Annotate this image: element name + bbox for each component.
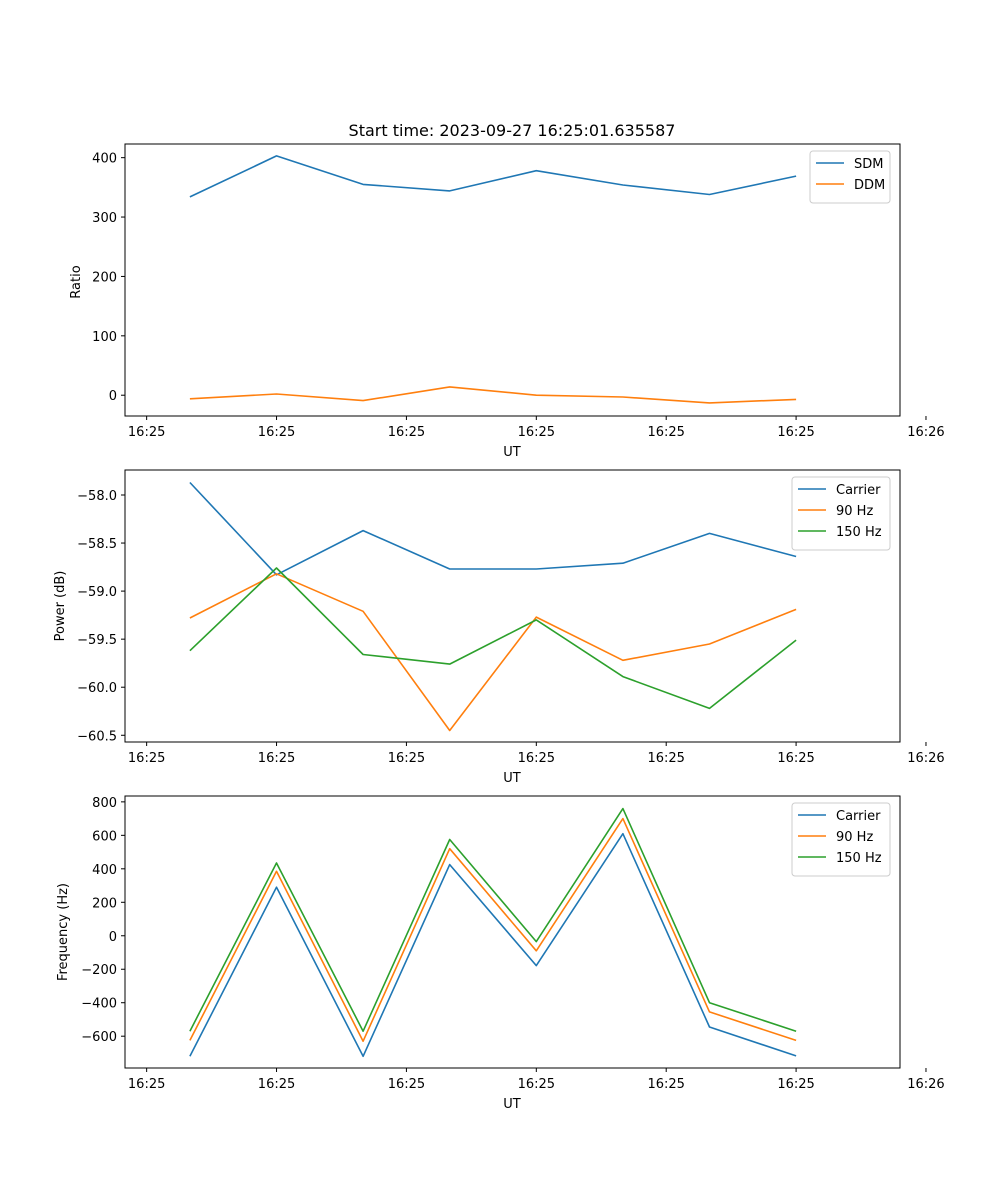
legend-label-sdm: SDM: [854, 157, 883, 172]
y-tick-label: −58.0: [77, 489, 117, 504]
series-line-90-hz: [189, 817, 797, 1042]
x-tick-label: 16:25: [777, 425, 814, 440]
y-tick-label: −400: [81, 997, 117, 1012]
y-axis-label: Power (dB): [53, 571, 68, 642]
series-line-150-hz: [189, 567, 797, 710]
y-tick-label: 200: [92, 896, 117, 911]
series-line-carrier: [189, 832, 797, 1058]
y-tick-label: 300: [92, 211, 117, 226]
y-tick-label: −200: [81, 963, 117, 978]
y-tick-label: 200: [92, 270, 117, 285]
x-axis-label: UT: [503, 1097, 521, 1112]
legend-label-90-hz: 90 Hz: [836, 504, 873, 519]
x-axis-label: UT: [503, 771, 521, 786]
x-tick-label: 16:25: [128, 1077, 165, 1092]
x-tick-label: 16:26: [907, 751, 944, 766]
legend-label-ddm: DDM: [854, 178, 885, 193]
ratio-panel: Start time: 2023-09-27 16:25:01.635587 1…: [69, 121, 945, 460]
y-tick-label: 800: [92, 796, 117, 811]
x-tick-label: 16:25: [647, 1077, 684, 1092]
y-tick-label: 600: [92, 829, 117, 844]
x-tick-label: 16:25: [388, 1077, 425, 1092]
x-tick-label: 16:25: [518, 1077, 555, 1092]
y-tick-label: −60.5: [77, 729, 117, 744]
chart-title: Start time: 2023-09-27 16:25:01.635587: [349, 121, 676, 140]
legend: SDM DDM: [809, 150, 891, 204]
x-tick-label: 16:25: [518, 425, 555, 440]
y-tick-label: 400: [92, 152, 117, 167]
power-plot-area: 16:25 16:25 16:25 16:25 16:25 16:25 16:26 −58.0…: [77, 469, 945, 766]
legend-label-carrier: Carrier: [836, 809, 881, 824]
legend-label-carrier: Carrier: [836, 483, 881, 498]
x-tick-label: 16:25: [258, 1077, 295, 1092]
x-tick-label: 16:25: [777, 1077, 814, 1092]
axes-frame: [124, 469, 901, 743]
frequency-plot-area: 16:25 16:25 16:25 16:25 16:25 16:25 16:26 800 60…: [81, 795, 945, 1092]
x-tick-label: 16:25: [388, 425, 425, 440]
y-axis-label: Ratio: [69, 265, 84, 298]
x-tick-label: 16:25: [258, 751, 295, 766]
x-tick-label: 16:25: [647, 425, 684, 440]
x-tick-label: 16:25: [128, 751, 165, 766]
y-tick-label: 100: [92, 330, 117, 345]
series-line-90-hz: [189, 572, 797, 732]
legend-label-150-hz: 150 Hz: [836, 851, 882, 866]
legend: Carrier 90 Hz 150 Hz: [791, 802, 891, 877]
axes-frame: [124, 795, 901, 1069]
y-tick-label: −600: [81, 1030, 117, 1045]
axes-frame: [124, 143, 901, 417]
ratio-plot-area: 16:25 16:25 16:25 16:25 16:25 16:25 16:26 0 100 2…: [92, 143, 945, 440]
legend: Carrier 90 Hz 150 Hz: [791, 476, 891, 551]
series-line-ddm: [189, 386, 797, 404]
legend-box: [809, 150, 891, 204]
series-line-sdm: [189, 155, 797, 198]
x-axis-label: UT: [503, 445, 521, 460]
legend-label-90-hz: 90 Hz: [836, 830, 873, 845]
power-panel: 16:25 16:25 16:25 16:25 16:25 16:25 16:26 −58.0…: [53, 469, 945, 786]
y-tick-label: 0: [109, 389, 117, 404]
y-tick-label: 400: [92, 863, 117, 878]
x-tick-label: 16:25: [777, 751, 814, 766]
y-tick-label: −59.5: [77, 633, 117, 648]
y-tick-label: 0: [109, 930, 117, 945]
y-axis-label: Frequency (Hz): [56, 883, 71, 981]
frequency-panel: 16:25 16:25 16:25 16:25 16:25 16:25 16:26 800 60…: [56, 795, 945, 1112]
y-tick-label: −60.0: [77, 681, 117, 696]
x-tick-label: 16:26: [907, 1077, 944, 1092]
x-tick-label: 16:25: [518, 751, 555, 766]
y-tick-label: −59.0: [77, 585, 117, 600]
x-tick-label: 16:26: [907, 425, 944, 440]
y-tick-label: −58.5: [77, 537, 117, 552]
series-line-carrier: [189, 481, 797, 576]
x-tick-label: 16:25: [388, 751, 425, 766]
x-tick-label: 16:25: [647, 751, 684, 766]
x-tick-label: 16:25: [128, 425, 165, 440]
series-line-150-hz: [189, 807, 797, 1032]
x-tick-label: 16:25: [258, 425, 295, 440]
legend-label-150-hz: 150 Hz: [836, 525, 882, 540]
